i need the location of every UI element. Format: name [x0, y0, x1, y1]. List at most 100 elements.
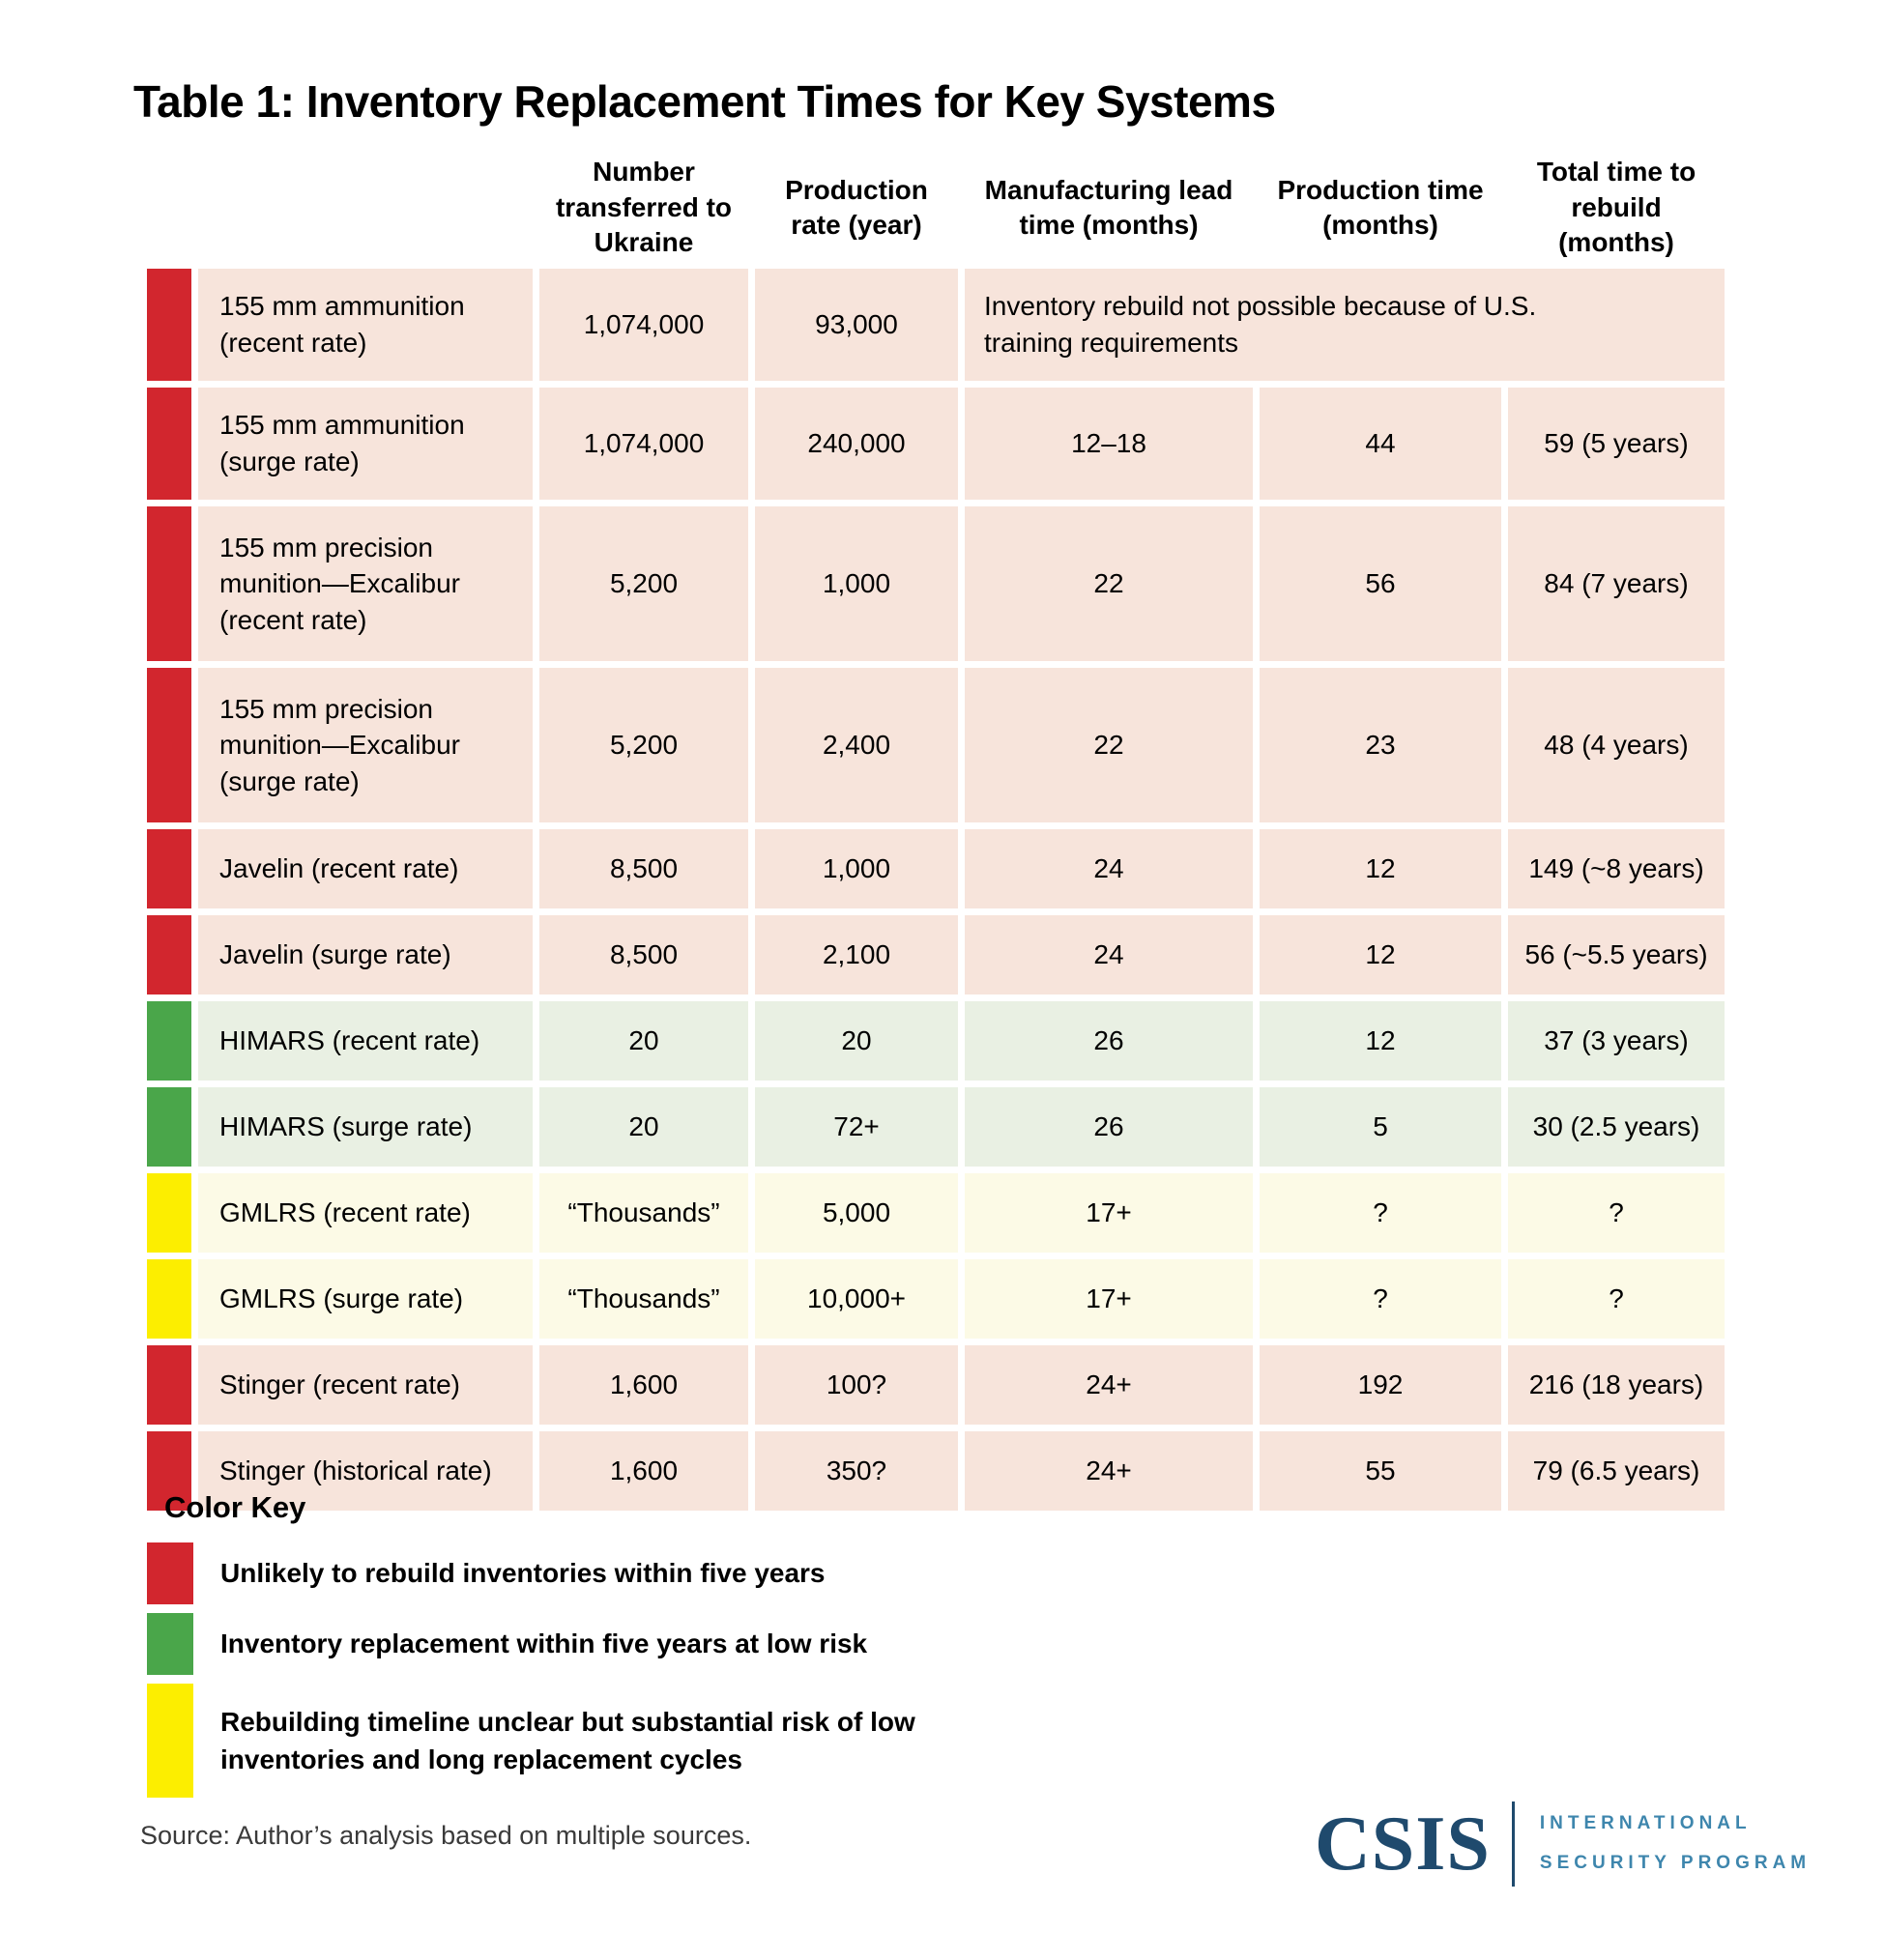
column-header-production-rate: Production rate (year) — [755, 154, 958, 262]
total-time-cell: 48 (4 years) — [1508, 668, 1725, 822]
production-time-cell: 5 — [1260, 1087, 1501, 1167]
logo-divider — [1511, 1801, 1515, 1887]
production-rate-cell: 1,000 — [755, 829, 958, 908]
table-row-stinger-historical: Stinger (historical rate) 1,600 350? 24+… — [147, 1431, 1725, 1511]
key-swatch-yellow — [147, 1684, 193, 1798]
manufacturing-lead-time-cell: 22 — [965, 506, 1253, 661]
status-swatch-red — [147, 388, 191, 500]
table-row-stinger-recent: Stinger (recent rate) 1,600 100? 24+ 192… — [147, 1345, 1725, 1425]
manufacturing-lead-time-cell: 17+ — [965, 1259, 1253, 1339]
system-name-cell: HIMARS (recent rate) — [198, 1001, 533, 1081]
status-swatch-red — [147, 1345, 191, 1425]
table-row-155mm-recent: 155 mm ammunition (recent rate) 1,074,00… — [147, 269, 1725, 381]
system-name-cell: Javelin (recent rate) — [198, 829, 533, 908]
column-header-production-time: Production time (months) — [1260, 154, 1501, 262]
status-swatch-red — [147, 1431, 191, 1511]
header-spacer — [147, 154, 191, 262]
production-time-cell: ? — [1260, 1173, 1501, 1253]
manufacturing-lead-time-cell: 24 — [965, 829, 1253, 908]
system-name-cell: Javelin (surge rate) — [198, 915, 533, 994]
manufacturing-lead-time-cell: 26 — [965, 1087, 1253, 1167]
column-header-number-transferred: Number transferred to Ukraine — [539, 154, 748, 262]
csis-logo: CSIS INTERNATIONAL SECURITY PROGRAM — [1315, 1801, 1811, 1887]
table-header-row: Number transferred to Ukraine Production… — [147, 154, 1725, 262]
system-name-cell: 155 mm precision munition—Excalibur (sur… — [198, 668, 533, 822]
total-time-cell: 59 (5 years) — [1508, 388, 1725, 500]
production-time-cell: 23 — [1260, 668, 1501, 822]
production-time-cell: 55 — [1260, 1431, 1501, 1511]
total-time-cell: 79 (6.5 years) — [1508, 1431, 1725, 1511]
status-swatch-red — [147, 269, 191, 381]
total-time-cell: 149 (~8 years) — [1508, 829, 1725, 908]
number-transferred-cell: 5,200 — [539, 668, 748, 822]
table-row-gmlrs-recent: GMLRS (recent rate) “Thousands” 5,000 17… — [147, 1173, 1725, 1253]
system-name-cell: 155 mm ammunition (surge rate) — [198, 388, 533, 500]
total-time-cell: 56 (~5.5 years) — [1508, 915, 1725, 994]
production-rate-cell: 93,000 — [755, 269, 958, 381]
table-row-javelin-surge: Javelin (surge rate) 8,500 2,100 24 12 5… — [147, 915, 1725, 994]
manufacturing-lead-time-cell: 17+ — [965, 1173, 1253, 1253]
number-transferred-cell: 1,074,000 — [539, 388, 748, 500]
key-label: Unlikely to rebuild inventories within f… — [220, 1558, 826, 1589]
key-label: Inventory replacement within five years … — [220, 1629, 868, 1659]
number-transferred-cell: 5,200 — [539, 506, 748, 661]
production-time-cell: 12 — [1260, 915, 1501, 994]
total-time-cell: 84 (7 years) — [1508, 506, 1725, 661]
color-key-item-green: Inventory replacement within five years … — [147, 1613, 1094, 1675]
status-swatch-yellow — [147, 1259, 191, 1339]
number-transferred-cell: 8,500 — [539, 915, 748, 994]
table-row-javelin-recent: Javelin (recent rate) 8,500 1,000 24 12 … — [147, 829, 1725, 908]
production-time-cell: 56 — [1260, 506, 1501, 661]
table-row-gmlrs-surge: GMLRS (surge rate) “Thousands” 10,000+ 1… — [147, 1259, 1725, 1339]
production-time-cell: 12 — [1260, 829, 1501, 908]
number-transferred-cell: 20 — [539, 1087, 748, 1167]
production-time-cell: 12 — [1260, 1001, 1501, 1081]
production-rate-cell: 2,400 — [755, 668, 958, 822]
column-header-total-time: Total time to rebuild (months) — [1508, 154, 1725, 262]
logo-program-line1: INTERNATIONAL — [1539, 1813, 1752, 1834]
status-swatch-red — [147, 506, 191, 661]
system-name-cell: GMLRS (recent rate) — [198, 1173, 533, 1253]
status-swatch-red — [147, 829, 191, 908]
note-cell: Inventory rebuild not possible because o… — [965, 269, 1725, 381]
total-time-cell: 216 (18 years) — [1508, 1345, 1725, 1425]
production-rate-cell: 100? — [755, 1345, 958, 1425]
production-rate-cell: 72+ — [755, 1087, 958, 1167]
table-row-himars-surge: HIMARS (surge rate) 20 72+ 26 5 30 (2.5 … — [147, 1087, 1725, 1167]
number-transferred-cell: 8,500 — [539, 829, 748, 908]
production-time-cell: ? — [1260, 1259, 1501, 1339]
status-swatch-red — [147, 668, 191, 822]
column-header-manufacturing-lead-time: Manufacturing lead time (months) — [965, 154, 1253, 262]
csis-logo-acronym: CSIS — [1315, 1801, 1491, 1887]
table-row-excalibur-surge: 155 mm precision munition—Excalibur (sur… — [147, 668, 1725, 822]
key-swatch-green — [147, 1613, 193, 1675]
source-note: Source: Author’s analysis based on multi… — [140, 1821, 752, 1850]
color-key-heading: Color Key — [164, 1490, 306, 1524]
status-swatch-green — [147, 1087, 191, 1167]
manufacturing-lead-time-cell: 24 — [965, 915, 1253, 994]
system-name-cell: GMLRS (surge rate) — [198, 1259, 533, 1339]
color-key: Color Key Unlikely to rebuild inventorie… — [147, 1490, 1094, 1806]
system-name-cell: 155 mm ammunition (recent rate) — [198, 269, 533, 381]
production-rate-cell: 240,000 — [755, 388, 958, 500]
status-swatch-red — [147, 915, 191, 994]
total-time-cell: ? — [1508, 1173, 1725, 1253]
production-rate-cell: 1,000 — [755, 506, 958, 661]
production-rate-cell: 5,000 — [755, 1173, 958, 1253]
manufacturing-lead-time-cell: 24+ — [965, 1345, 1253, 1425]
systems-table: Number transferred to Ukraine Production… — [140, 147, 1731, 1517]
total-time-cell: 30 (2.5 years) — [1508, 1087, 1725, 1167]
number-transferred-cell: “Thousands” — [539, 1173, 748, 1253]
key-label: Rebuilding timeline unclear but substant… — [220, 1706, 915, 1774]
manufacturing-lead-time-cell: 22 — [965, 668, 1253, 822]
table-container: Number transferred to Ukraine Production… — [140, 147, 1731, 1517]
table-row-155mm-surge: 155 mm ammunition (surge rate) 1,074,000… — [147, 388, 1725, 500]
status-swatch-green — [147, 1001, 191, 1081]
number-transferred-cell: 1,600 — [539, 1345, 748, 1425]
manufacturing-lead-time-cell: 12–18 — [965, 388, 1253, 500]
number-transferred-cell: “Thousands” — [539, 1259, 748, 1339]
table-row-himars-recent: HIMARS (recent rate) 20 20 26 12 37 (3 y… — [147, 1001, 1725, 1081]
production-time-cell: 192 — [1260, 1345, 1501, 1425]
header-spacer — [198, 154, 533, 262]
